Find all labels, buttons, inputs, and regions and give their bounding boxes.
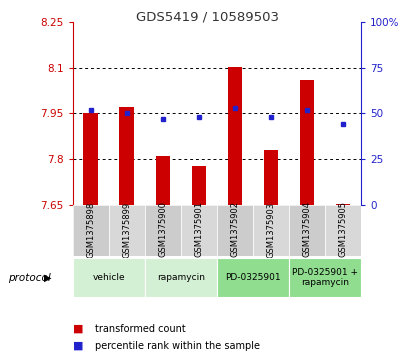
Bar: [109, 205, 145, 256]
Text: ▶: ▶: [44, 273, 51, 283]
Bar: [325, 205, 361, 256]
Bar: [120, 107, 134, 205]
Bar: [145, 205, 181, 256]
Bar: [253, 205, 289, 256]
Text: ■: ■: [73, 340, 83, 351]
Text: protocol: protocol: [8, 273, 51, 283]
Bar: [336, 204, 350, 205]
Text: rapamycin: rapamycin: [157, 273, 205, 282]
Bar: [300, 80, 314, 205]
Text: GSM1375901: GSM1375901: [194, 201, 203, 257]
Bar: [73, 258, 145, 297]
Bar: [192, 166, 206, 205]
Text: PD-0325901: PD-0325901: [225, 273, 281, 282]
Text: percentile rank within the sample: percentile rank within the sample: [95, 340, 261, 351]
Text: PD-0325901 +
rapamycin: PD-0325901 + rapamycin: [292, 268, 358, 287]
Text: GSM1375899: GSM1375899: [122, 201, 131, 258]
Bar: [217, 258, 289, 297]
Text: GDS5419 / 10589503: GDS5419 / 10589503: [136, 11, 279, 24]
Text: ■: ■: [73, 323, 83, 334]
Bar: [289, 258, 361, 297]
Text: vehicle: vehicle: [93, 273, 125, 282]
Bar: [181, 205, 217, 256]
Bar: [83, 113, 98, 205]
Text: transformed count: transformed count: [95, 323, 186, 334]
Bar: [289, 205, 325, 256]
Bar: [228, 67, 242, 205]
Text: GSM1375904: GSM1375904: [303, 201, 312, 257]
Bar: [73, 205, 109, 256]
Bar: [217, 205, 253, 256]
Text: GSM1375898: GSM1375898: [86, 201, 95, 258]
Text: GSM1375902: GSM1375902: [230, 201, 239, 257]
Bar: [264, 150, 278, 205]
Text: GSM1375903: GSM1375903: [266, 201, 276, 258]
Bar: [156, 156, 170, 205]
Text: GSM1375905: GSM1375905: [339, 201, 347, 257]
Text: GSM1375900: GSM1375900: [158, 201, 167, 257]
Bar: [145, 258, 217, 297]
